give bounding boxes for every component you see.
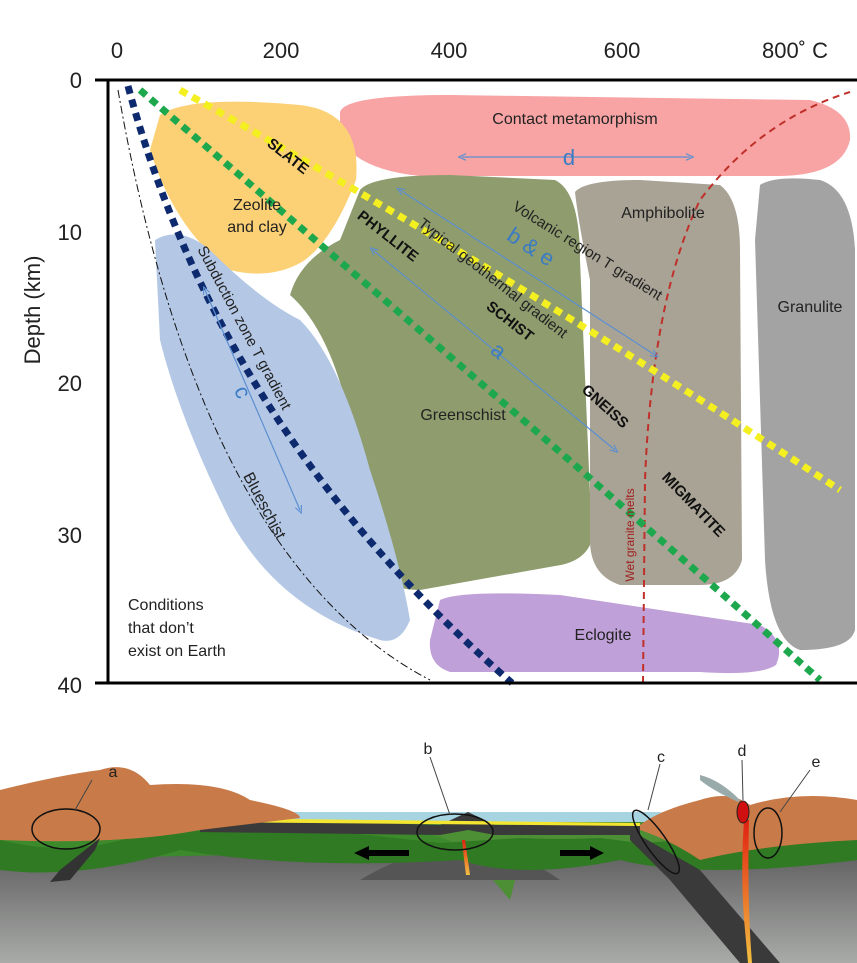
y-axis-label: Depth (km) (20, 256, 45, 365)
contact-field (340, 95, 850, 176)
section-label: d (738, 743, 747, 760)
facies-label: Amphibolite (621, 205, 705, 222)
text-line: exist on Earth (128, 643, 226, 660)
x-tick-label: 200 (263, 38, 300, 63)
gradient-label: Wet granite melts (623, 488, 637, 581)
text-line: Zeolite (233, 197, 281, 214)
y-tick-label: 30 (58, 523, 82, 548)
facies-label: Eclogite (575, 627, 632, 644)
y-tick-label: 20 (58, 371, 82, 396)
section-label: a (109, 764, 118, 781)
x-tick-label: 0 (111, 38, 123, 63)
x-tick-label: 800˚ C (762, 38, 828, 63)
y-tick-label: 40 (58, 673, 82, 698)
facies-label: Contact metamorphism (492, 111, 657, 128)
text-line: Conditions (128, 597, 204, 614)
section-label: c (657, 749, 665, 766)
magma-chamber (737, 801, 749, 823)
x-tick-label: 400 (431, 38, 468, 63)
diagram: 0 200 400 600 800˚ C 0 10 20 30 40 Depth… (0, 0, 857, 963)
text-line: and clay (227, 219, 287, 236)
y-tick-label: 0 (70, 68, 82, 93)
text-line: that don’t (128, 620, 194, 637)
y-tick-label: 10 (58, 220, 82, 245)
section-label: b (424, 741, 433, 758)
granulite-field (755, 178, 855, 650)
facies-label: Greenschist (420, 407, 506, 424)
facies-label: Granulite (778, 299, 843, 316)
x-tick-label: 600 (604, 38, 641, 63)
section-label: e (812, 754, 821, 771)
arrow-label: d (563, 145, 575, 170)
